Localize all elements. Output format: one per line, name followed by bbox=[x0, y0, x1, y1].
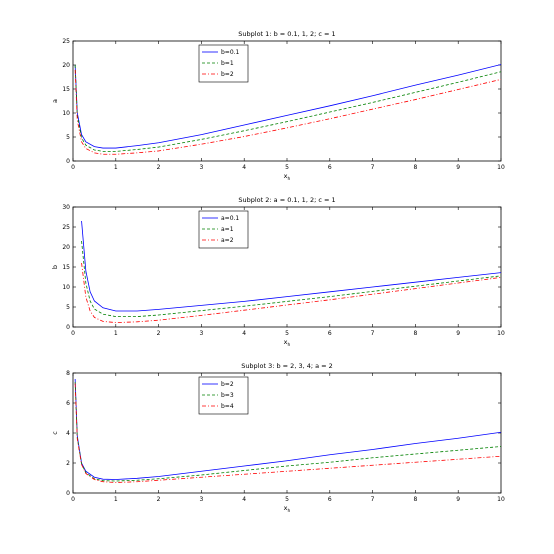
legend-box bbox=[198, 210, 249, 249]
subplot-1: 0 1 2 3 4 5 6 7 8 9 10 0 5 10 15 20 25 Subplot 1: b = 0.1… bbox=[51, 30, 505, 182]
x-tick-label: 4 bbox=[242, 330, 246, 337]
x-tick-label: 3 bbox=[199, 164, 203, 171]
chart-title: Subplot 1: b = 0.1, 1, 2; c = 1 bbox=[238, 30, 335, 38]
plot-area bbox=[72, 40, 502, 162]
x-tick-label: 5 bbox=[285, 496, 289, 503]
y-tick-label: 0 bbox=[66, 324, 70, 331]
x-tick-label: 7 bbox=[371, 496, 375, 503]
legend-entry: b=2 bbox=[221, 381, 234, 388]
x-tick-label: 1 bbox=[114, 164, 118, 171]
series-line-b=0.1 bbox=[74, 64, 501, 149]
x-tick-label: 8 bbox=[413, 496, 417, 503]
legend-entry: a=0.1 bbox=[221, 215, 239, 222]
series-line-b=3 bbox=[74, 381, 501, 482]
x-tick-label: 7 bbox=[371, 164, 375, 171]
x-tick-label: 3 bbox=[199, 330, 203, 337]
x-tick-label: 1 bbox=[114, 330, 118, 337]
x-tick-label: 4 bbox=[242, 164, 246, 171]
x-tick-label: 2 bbox=[157, 496, 161, 503]
y-tick-label: 30 bbox=[62, 204, 70, 211]
x-tick-label: 7 bbox=[371, 330, 375, 337]
x-tick-label: 6 bbox=[328, 164, 332, 171]
x-tick-label: 4 bbox=[242, 496, 246, 503]
y-axis-label: c bbox=[51, 431, 59, 435]
legend-box bbox=[198, 376, 249, 415]
series-line-b=2 bbox=[74, 378, 501, 480]
x-axis-label: xh bbox=[284, 172, 291, 182]
legend-entry: b=3 bbox=[221, 392, 234, 399]
legend: a=0.1 a=1 a=2 bbox=[198, 210, 249, 249]
x-tick-label: 0 bbox=[71, 330, 75, 337]
x-tick-label: 0 bbox=[71, 496, 75, 503]
legend-entry: b=4 bbox=[221, 403, 234, 410]
legend-entry: a=2 bbox=[221, 237, 234, 244]
series-line-a=1 bbox=[81, 240, 501, 318]
x-tick-label: 9 bbox=[456, 496, 460, 503]
y-tick-label: 0 bbox=[66, 490, 70, 497]
legend: b=0.1 b=1 b=2 bbox=[198, 44, 249, 83]
series-line-b=1 bbox=[74, 64, 501, 152]
y-tick-label: 20 bbox=[62, 244, 70, 251]
y-tick-label: 20 bbox=[62, 62, 70, 69]
y-tick-label: 5 bbox=[66, 304, 70, 311]
x-tick-label: 6 bbox=[328, 496, 332, 503]
legend-entry: b=0.1 bbox=[221, 49, 240, 56]
legend-box bbox=[198, 44, 249, 83]
x-tick-label: 1 bbox=[114, 496, 118, 503]
y-tick-label: 8 bbox=[66, 370, 70, 377]
y-tick-label: 15 bbox=[62, 264, 70, 271]
y-tick-label: 25 bbox=[62, 224, 70, 231]
legend-entry: b=2 bbox=[221, 71, 234, 78]
y-tick-label: 2 bbox=[66, 460, 70, 467]
plot-area bbox=[72, 206, 502, 328]
y-tick-label: 4 bbox=[66, 430, 70, 437]
plot-area bbox=[72, 372, 502, 494]
subplot-2: 0 1 2 3 4 5 6 7 8 9 10 0 5 10 15 20 25 30 Subplot 2: a = 0… bbox=[51, 196, 505, 348]
subplot-3: 0 1 2 3 4 5 6 7 8 9 10 0 2 4 6 8 Subplot 3: b = 2, 3, 4;… bbox=[51, 362, 505, 514]
series-line-a=0.1 bbox=[81, 220, 501, 312]
y-tick-label: 10 bbox=[62, 110, 70, 117]
y-tick-label: 10 bbox=[62, 284, 70, 291]
x-tick-label: 3 bbox=[199, 496, 203, 503]
x-tick-label: 9 bbox=[456, 330, 460, 337]
x-tick-label: 8 bbox=[413, 330, 417, 337]
series-line-b=2 bbox=[74, 69, 501, 155]
y-tick-label: 6 bbox=[66, 400, 70, 407]
chart-title: Subplot 2: a = 0.1, 1, 2; c = 1 bbox=[238, 196, 335, 204]
y-axis-label: b bbox=[51, 265, 59, 269]
x-tick-label: 6 bbox=[328, 330, 332, 337]
x-tick-label: 10 bbox=[497, 164, 505, 171]
y-axis-label: a bbox=[51, 99, 59, 103]
x-tick-label: 5 bbox=[285, 164, 289, 171]
x-tick-label: 2 bbox=[157, 330, 161, 337]
x-tick-label: 9 bbox=[456, 164, 460, 171]
legend-entry: a=1 bbox=[221, 226, 234, 233]
legend-entry: b=1 bbox=[221, 60, 234, 67]
x-tick-label: 0 bbox=[71, 164, 75, 171]
x-tick-label: 8 bbox=[413, 164, 417, 171]
x-tick-label: 10 bbox=[497, 496, 505, 503]
y-tick-label: 5 bbox=[66, 134, 70, 141]
y-tick-label: 15 bbox=[62, 86, 70, 93]
chart-title: Subplot 3: b = 2, 3, 4; a = 2 bbox=[241, 362, 333, 370]
x-axis-label: xh bbox=[284, 504, 291, 514]
legend: b=2 b=3 b=4 bbox=[198, 376, 249, 415]
y-tick-label: 0 bbox=[66, 158, 70, 165]
x-tick-label: 10 bbox=[497, 330, 505, 337]
x-axis-label: xh bbox=[284, 338, 291, 348]
y-tick-label: 25 bbox=[62, 38, 70, 45]
x-tick-label: 2 bbox=[157, 164, 161, 171]
x-tick-label: 5 bbox=[285, 330, 289, 337]
